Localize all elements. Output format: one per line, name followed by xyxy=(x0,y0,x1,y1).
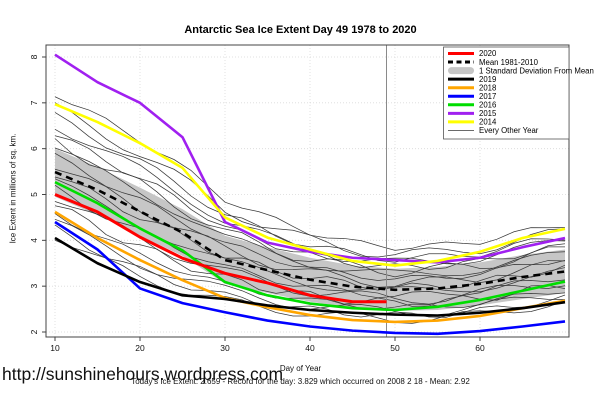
legend-item: 2014 xyxy=(448,118,497,127)
legend-band-swatch xyxy=(448,67,474,75)
other-year-line xyxy=(54,147,566,277)
footer-note: Today's Ice Extent: 2.659 - Record for t… xyxy=(131,377,470,386)
legend-label: 2016 xyxy=(479,101,496,110)
y-tick-label: 6 xyxy=(29,146,39,151)
legend-label: Every Other Year xyxy=(479,126,539,135)
legend-item: 1 Standard Deviation From Mean xyxy=(448,66,594,75)
x-tick-label: 10 xyxy=(50,343,60,353)
legend-label: 2015 xyxy=(479,109,497,118)
plot-border xyxy=(45,44,570,338)
y-tick-label: 5 xyxy=(29,192,39,197)
chart-title: Antarctic Sea Ice Extent Day 49 1978 to … xyxy=(184,24,417,36)
legend-label: 1 Standard Deviation From Mean xyxy=(479,66,594,75)
x-tick-label: 50 xyxy=(390,343,400,353)
legend-item: Mean 1981-2010 xyxy=(448,58,539,67)
legend-item: 2016 xyxy=(448,101,496,110)
y-tick-label: 8 xyxy=(29,54,39,59)
source-url: http://sunshinehours.wordpress.com xyxy=(2,364,284,384)
y-axis-label: Ice Extent in millions of sq. km. xyxy=(8,133,18,244)
series-2020-line xyxy=(54,193,387,304)
other-year-line xyxy=(54,138,566,278)
x-tick-label: 20 xyxy=(135,343,145,353)
x-tick-label: 60 xyxy=(475,343,485,353)
series-2016-line xyxy=(54,180,566,312)
series-2019-line xyxy=(54,236,566,317)
legend-label: 2019 xyxy=(479,75,496,84)
other-year-line xyxy=(54,213,566,310)
x-axis-label: Day of Year xyxy=(279,364,322,373)
y-tick-label: 7 xyxy=(29,100,39,105)
legend-item: Every Other Year xyxy=(448,126,539,135)
x-tick-label: 30 xyxy=(220,343,230,353)
legend-label: 2018 xyxy=(479,83,496,92)
series-2015-line xyxy=(54,53,566,264)
legend-item: 2017 xyxy=(448,92,496,101)
series-mean-1981-2010-line xyxy=(54,170,566,292)
legend-item: 2015 xyxy=(448,109,497,118)
legend-label: 2014 xyxy=(479,118,497,127)
series-2014-line xyxy=(54,103,566,267)
y-tick-label: 4 xyxy=(29,238,39,243)
series-2017-line xyxy=(54,220,566,336)
legend-label: Mean 1981-2010 xyxy=(479,58,539,67)
y-tick-label: 2 xyxy=(29,329,39,334)
series-2018-line xyxy=(54,210,566,324)
legend-item: 2019 xyxy=(448,75,496,84)
legend-item: 2020 xyxy=(448,49,497,58)
legend-label: 2020 xyxy=(479,49,497,58)
other-year-line xyxy=(54,224,566,318)
y-tick-label: 3 xyxy=(29,284,39,289)
legend-box xyxy=(443,46,570,140)
std-deviation-band xyxy=(55,148,565,311)
legend-item: 2018 xyxy=(448,83,496,92)
legend-label: 2017 xyxy=(479,92,496,101)
x-tick-label: 40 xyxy=(305,343,315,353)
